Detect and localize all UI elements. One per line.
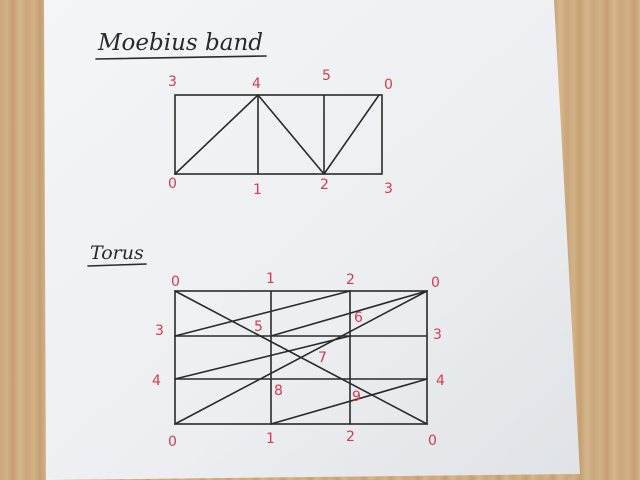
torus-labels: 0 1 2 0 3 4 3 4 0 1 2 0 5 6 7 8 9 xyxy=(152,271,445,450)
moebius-title: Moebius band xyxy=(97,30,263,56)
moebius-bottom-label: 1 xyxy=(253,182,262,198)
torus-top-label: 0 xyxy=(431,275,440,291)
moebius-top-label: 3 xyxy=(168,74,177,90)
torus-inner-label: 7 xyxy=(318,350,327,366)
torus-right-label: 4 xyxy=(436,373,445,389)
torus-diagonal xyxy=(174,290,351,337)
torus-diagonal xyxy=(174,335,351,380)
torus-bottom-label: 1 xyxy=(266,431,275,447)
torus-inner-label: 5 xyxy=(254,319,263,335)
torus-rectangle xyxy=(174,290,428,425)
torus-top-label: 1 xyxy=(266,271,275,287)
moebius-title-underline xyxy=(95,55,267,60)
moebius-diagram: Moebius band xyxy=(95,30,383,175)
torus-left-label: 4 xyxy=(152,373,161,389)
torus-bottom-label: 0 xyxy=(168,434,177,450)
moebius-edge xyxy=(174,94,259,175)
torus-top-label: 0 xyxy=(171,274,180,290)
torus-inner-label: 9 xyxy=(352,389,361,405)
moebius-edge xyxy=(257,94,325,175)
torus-inner-label: 6 xyxy=(354,310,363,326)
moebius-top-label: 5 xyxy=(322,68,331,84)
torus-left-label: 3 xyxy=(155,323,164,339)
moebius-edge xyxy=(323,94,380,175)
moebius-labels: 3 4 5 0 0 1 2 3 xyxy=(168,68,393,198)
torus-top-label: 2 xyxy=(346,272,355,288)
paper-sheet xyxy=(44,0,580,480)
moebius-bottom-label: 2 xyxy=(320,177,329,193)
moebius-bottom-label: 3 xyxy=(384,181,393,197)
torus-bottom-label: 2 xyxy=(346,429,355,445)
torus-diagonal xyxy=(270,378,428,425)
torus-diagonal xyxy=(174,290,428,425)
moebius-bottom-label: 0 xyxy=(168,176,177,192)
torus-diagram: Torus xyxy=(87,242,428,425)
torus-bottom-label: 0 xyxy=(428,433,437,449)
moebius-rectangle xyxy=(174,94,383,175)
torus-title-underline xyxy=(87,263,147,267)
torus-inner-label: 8 xyxy=(274,383,283,399)
moebius-top-label: 4 xyxy=(252,76,261,92)
moebius-top-label: 0 xyxy=(384,77,393,93)
torus-title: Torus xyxy=(90,242,144,264)
torus-diagonal xyxy=(270,290,428,337)
torus-right-label: 3 xyxy=(433,327,442,343)
